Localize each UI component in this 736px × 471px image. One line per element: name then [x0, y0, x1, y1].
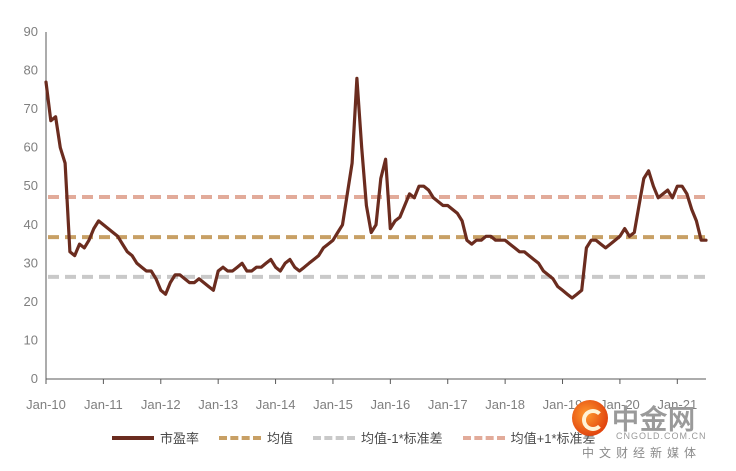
cngold-logo-icon [572, 400, 608, 436]
x-tick-label-Jan-17: Jan-17 [428, 397, 468, 412]
y-tick-label-10: 10 [24, 332, 38, 347]
y-tick-label-80: 80 [24, 63, 38, 78]
x-tick-label-Jan-20: Jan-20 [600, 397, 640, 412]
legend-swatch-mean-minus-sd [313, 435, 356, 440]
legend-label-mean-plus-sd: 均值+1*标准差 [510, 431, 596, 446]
legend-item-mean-minus-sd: 均值-1*标准差 [313, 428, 443, 447]
x-tick-label-Jan-19: Jan-19 [543, 397, 583, 412]
y-tick-label-90: 90 [24, 24, 38, 39]
x-tick-label-Jan-14: Jan-14 [256, 397, 296, 412]
x-tick-label-Jan-11: Jan-11 [84, 397, 123, 412]
watermark-subtitle: 中文财经新媒体 [582, 446, 702, 460]
legend-swatch-pe [112, 435, 154, 440]
x-tick-label-Jan-12: Jan-12 [141, 397, 181, 412]
x-tick-label-Jan-13: Jan-13 [198, 397, 238, 412]
legend-label-mean: 均值 [267, 431, 294, 446]
y-tick-label-20: 20 [24, 294, 38, 309]
legend-label-mean-minus-sd: 均值-1*标准差 [361, 431, 443, 446]
cngold-watermark: 中金网 CNGOLD.COM.CN 中文财经新媒体 [572, 398, 724, 464]
legend-label-pe: 市盈率 [160, 431, 200, 446]
legend-swatch-mean [219, 435, 262, 440]
y-tick-label-40: 40 [24, 217, 38, 232]
y-axis: 0 10 20 30 40 50 60 70 80 90 [24, 24, 47, 386]
legend-swatch-mean-plus-sd [462, 435, 505, 440]
x-axis: Jan-10 Jan-11 Jan-12 Jan-13 Jan-14 Jan-15 Jan-… [26, 378, 706, 412]
y-tick-label-30: 30 [24, 255, 38, 270]
x-tick-label-Jan-10: Jan-10 [26, 397, 66, 412]
legend-item-pe: 市盈率 [112, 428, 199, 447]
legend-item-mean-plus-sd: 均值+1*标准差 [462, 428, 596, 447]
x-tick-label-Jan-16: Jan-16 [370, 397, 410, 412]
chart-legend: 市盈率 均值 均值-1*标准差 均值+1*标准差 [112, 428, 596, 447]
x-tick-label-Jan-18: Jan-18 [485, 397, 525, 412]
series-layer [44, 76, 708, 300]
watermark-cn-name: 中金网 [612, 405, 696, 436]
watermark-en-name: CNGOLD.COM.CN [616, 431, 707, 441]
reference-lines [48, 195, 706, 279]
x-tick-label-Jan-21: Jan-21 [657, 397, 697, 412]
y-tick-label-50: 50 [24, 178, 38, 193]
y-tick-label-60: 60 [24, 140, 38, 155]
series-line-pe-ratio [44, 76, 708, 300]
y-tick-label-0: 0 [31, 371, 38, 386]
legend-item-mean: 均值 [219, 428, 293, 447]
y-tick-label-70: 70 [24, 101, 38, 116]
x-tick-label-Jan-15: Jan-15 [313, 397, 353, 412]
